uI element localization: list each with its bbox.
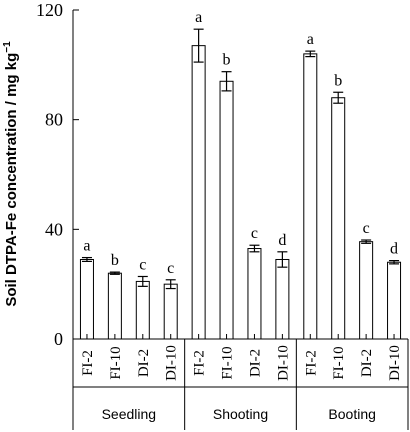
group-label: Seedling xyxy=(102,406,157,422)
bar xyxy=(163,283,178,340)
significance-letter: a xyxy=(195,9,202,26)
bar xyxy=(191,45,206,340)
y-axis-label-superscript: −1 xyxy=(2,41,13,53)
group-label: Booting xyxy=(328,406,375,422)
significance-letter: b xyxy=(111,252,119,269)
significance-letter: a xyxy=(83,238,90,255)
y-axis-label-text: Soil DTPA-Fe concentration / mg kg xyxy=(3,53,20,307)
bar xyxy=(359,241,374,340)
y-tick-label: 40 xyxy=(45,219,63,239)
significance-letter: b xyxy=(334,72,342,89)
x-tick-label: DI-2 xyxy=(247,349,263,377)
significance-letter: c xyxy=(167,260,174,277)
significance-letter: d xyxy=(278,232,286,249)
significance-letter: a xyxy=(307,31,314,48)
y-tick-label: 120 xyxy=(36,0,63,20)
bar xyxy=(387,261,402,340)
significance-letter: b xyxy=(223,52,231,69)
significance-letter: c xyxy=(251,225,258,242)
bar xyxy=(219,80,234,340)
x-tick-label: FI-2 xyxy=(80,350,96,376)
y-tick-label: 80 xyxy=(45,110,63,130)
bar xyxy=(135,280,150,340)
x-tick-label: DI-10 xyxy=(387,345,403,381)
bar xyxy=(275,258,290,340)
y-tick-label: 0 xyxy=(54,329,63,349)
group-label: Shooting xyxy=(213,406,268,422)
bar xyxy=(331,97,346,340)
plot-area: 0 40 80 120 Seedling a FI-2 b FI-10 c DI-2 c DI-10 Sh… xyxy=(36,0,409,430)
x-tick-label: DI-2 xyxy=(136,349,152,377)
x-tick-label: FI-10 xyxy=(108,346,124,379)
x-tick-label: FI-2 xyxy=(192,350,208,376)
significance-letter: c xyxy=(363,220,370,237)
x-tick-label: FI-2 xyxy=(303,350,319,376)
significance-letter: d xyxy=(390,241,398,258)
bar xyxy=(107,272,122,340)
x-tick-label: FI-10 xyxy=(220,346,236,379)
bar xyxy=(247,248,262,340)
y-axis-label: Soil DTPA-Fe concentration / mg kg−1 xyxy=(2,41,20,307)
bar xyxy=(303,53,318,340)
x-tick-label: DI-10 xyxy=(164,345,180,381)
bar xyxy=(79,258,94,340)
x-tick-label: DI-10 xyxy=(275,345,291,381)
significance-letter: c xyxy=(139,256,146,273)
x-tick-label: DI-2 xyxy=(359,349,375,377)
x-tick-label: FI-10 xyxy=(331,346,347,379)
